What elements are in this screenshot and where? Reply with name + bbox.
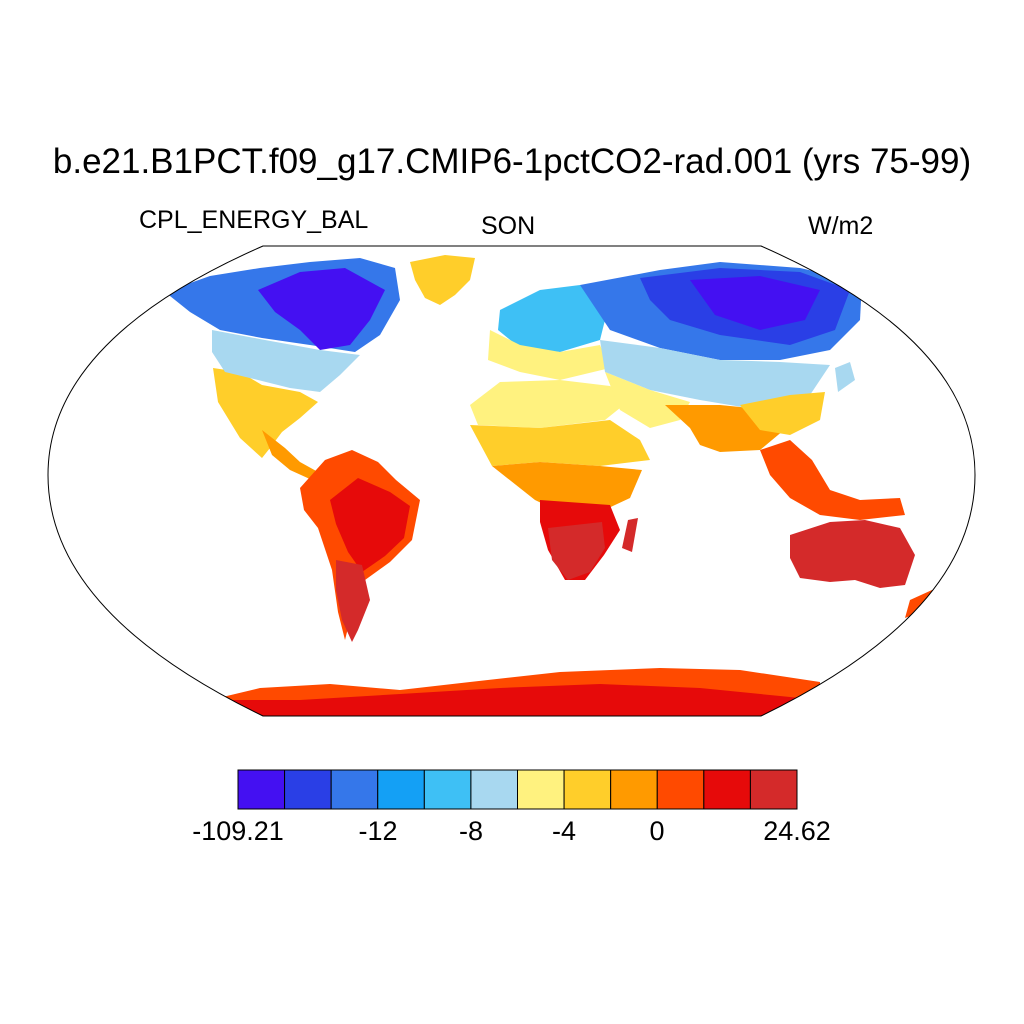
japan xyxy=(835,362,855,392)
africa-south xyxy=(548,522,605,580)
siberia-deep xyxy=(690,276,820,330)
colorbar-swatch xyxy=(284,769,332,810)
canada-core xyxy=(258,268,385,350)
europe-south xyxy=(488,330,610,380)
antarctica-inner xyxy=(210,684,820,716)
colorbar-label: -4 xyxy=(551,816,577,846)
colorbar-label: -12 xyxy=(358,816,398,846)
plot-title: b.e21.B1PCT.f09_g17.CMIP6-1pctCO2-rad.00… xyxy=(52,142,972,181)
colorbar-label: 24.62 xyxy=(763,816,831,846)
europe-north xyxy=(498,285,610,352)
south-america-core xyxy=(330,478,410,572)
central-asia xyxy=(600,340,830,410)
season-label: SON xyxy=(481,212,536,240)
new-zealand xyxy=(905,590,940,618)
colorbar-label: 0 xyxy=(649,816,665,846)
colorbar-swatch xyxy=(237,769,286,810)
colorbar-swatch xyxy=(330,769,379,810)
australia xyxy=(790,520,915,588)
colorbar-labels: -109.21 -12 -8 -4 0 24.62 xyxy=(0,816,1024,856)
middle-east xyxy=(605,372,690,428)
north-america-south xyxy=(213,368,318,458)
central-america xyxy=(262,430,318,480)
colorbar-swatch xyxy=(656,769,705,810)
colorbar-swatch xyxy=(703,769,751,810)
greenland xyxy=(410,255,475,305)
colorbar-label: -109.21 xyxy=(192,816,284,846)
africa-central xyxy=(492,462,642,512)
land-fields xyxy=(165,255,940,716)
africa-north xyxy=(470,380,630,428)
units-label: W/m2 xyxy=(808,212,874,240)
colorbar-swatch xyxy=(610,769,658,810)
colorbar xyxy=(237,769,798,810)
colorbar-swatch xyxy=(517,769,565,810)
southeast-asia xyxy=(760,440,905,520)
china-east xyxy=(740,392,825,435)
colorbar-swatch xyxy=(749,769,798,810)
colorbar-label: -8 xyxy=(458,816,484,846)
colorbar-swatch xyxy=(563,769,612,810)
north-america-mid xyxy=(212,330,360,392)
patagonia xyxy=(336,560,370,642)
colorbar-swatch xyxy=(377,769,425,810)
madagascar xyxy=(622,518,638,552)
colorbar-swatch xyxy=(423,769,472,810)
africa-sahel xyxy=(470,420,650,466)
variable-label: CPL_ENERGY_BAL xyxy=(139,206,369,234)
colorbar-swatch xyxy=(470,769,518,810)
